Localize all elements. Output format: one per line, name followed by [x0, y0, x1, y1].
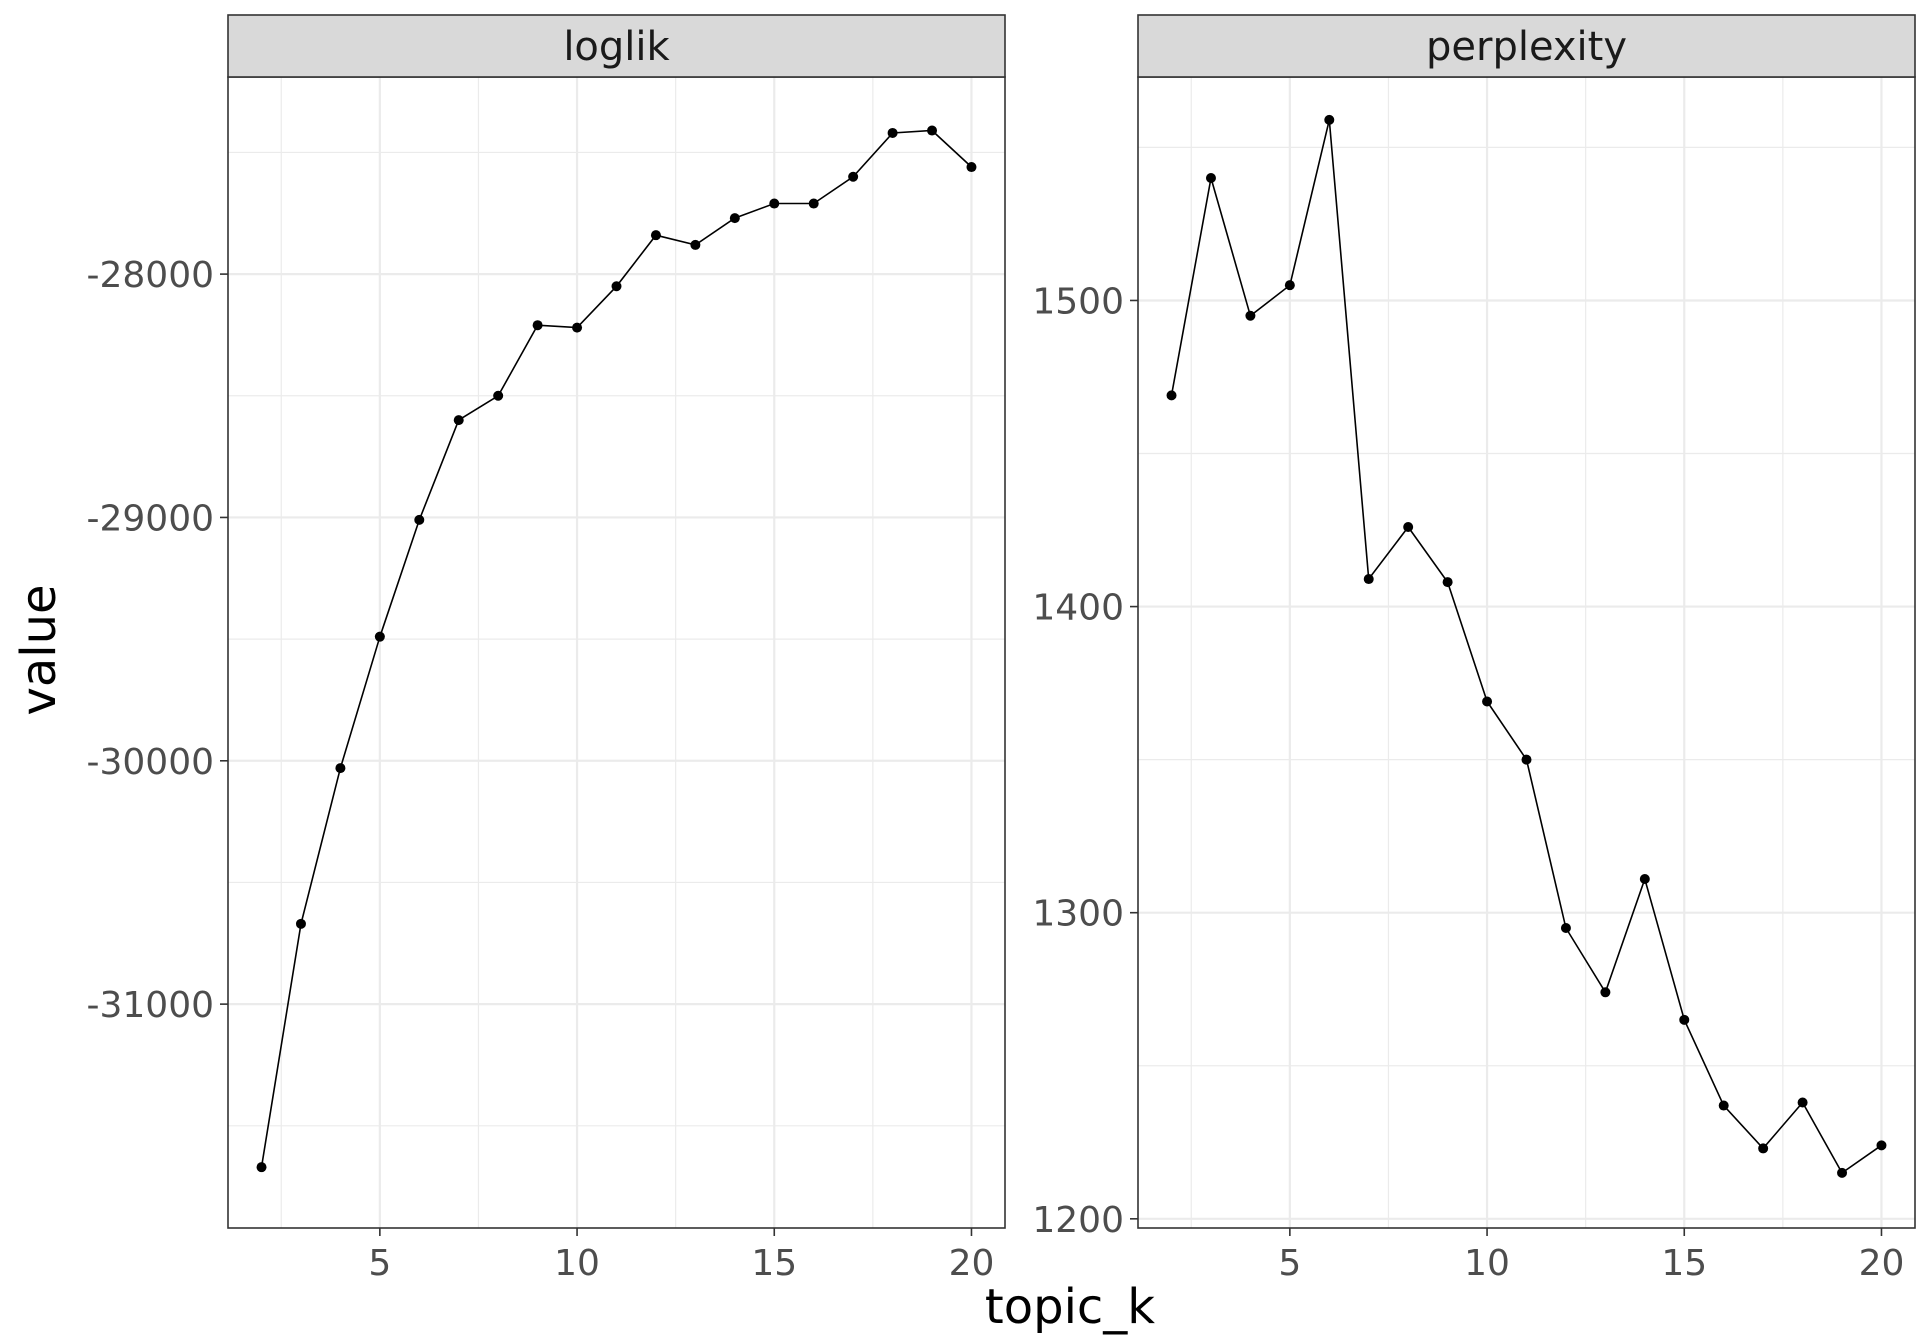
panel-loglik-point-17 — [848, 171, 859, 182]
panel-perplexity-background — [1138, 77, 1915, 1228]
panel-loglik-y-tick-label-3: -31000 — [86, 985, 214, 1026]
panel-perplexity-strip-label: perplexity — [1426, 24, 1627, 70]
panel-loglik-point-4 — [335, 763, 346, 774]
panel-perplexity-point-16 — [1718, 1100, 1729, 1111]
panel-perplexity-point-9 — [1442, 577, 1453, 588]
panel-loglik: loglik 5 10 15 20 -28000 -29000 -30000 -31000 — [86, 14, 1006, 1284]
panel-loglik-background — [228, 77, 1005, 1228]
y-axis-title: value — [11, 584, 67, 715]
panel-loglik-point-19 — [927, 125, 938, 136]
panel-perplexity-point-14 — [1639, 874, 1650, 885]
panel-loglik-point-10 — [572, 322, 583, 333]
panel-loglik-point-6 — [414, 514, 425, 525]
panel-loglik-point-16 — [808, 198, 819, 209]
panel-perplexity-point-5 — [1284, 280, 1295, 291]
panel-loglik-point-9 — [532, 320, 543, 331]
panel-perplexity-point-8 — [1403, 521, 1414, 532]
panel-loglik-x-tick-label-1: 10 — [554, 1243, 600, 1284]
panel-perplexity-point-19 — [1837, 1167, 1848, 1178]
panel-perplexity-point-20 — [1876, 1140, 1887, 1151]
panel-loglik-x-tick-label-2: 15 — [751, 1243, 797, 1284]
panel-perplexity-point-10 — [1482, 696, 1493, 707]
panel-loglik-point-2 — [256, 1162, 267, 1173]
panel-loglik-x-tick-label-3: 20 — [949, 1243, 995, 1284]
panels-layer: loglik 5 10 15 20 -28000 -29000 -30000 -31000 per… — [86, 14, 1916, 1284]
panel-perplexity-y-tick-label-1: 1300 — [1032, 894, 1124, 935]
panel-perplexity-point-7 — [1363, 574, 1374, 585]
panel-loglik-point-7 — [453, 415, 464, 426]
panel-loglik-strip — [227, 14, 1006, 78]
panel-loglik-y-tick-label-0: -28000 — [86, 255, 214, 296]
panel-perplexity-x-tick-label-3: 20 — [1859, 1243, 1905, 1284]
panel-perplexity-point-15 — [1679, 1014, 1690, 1025]
panel-loglik-y-tick-label-1: -29000 — [86, 498, 214, 539]
panel-perplexity-point-18 — [1797, 1097, 1808, 1108]
panel-perplexity-x-tick-label-2: 15 — [1661, 1243, 1707, 1284]
panel-loglik-point-11 — [611, 281, 622, 292]
panel-perplexity-x-tick-label-0: 5 — [1278, 1243, 1301, 1284]
x-axis-title: topic_k — [985, 1279, 1155, 1335]
panel-loglik-point-18 — [887, 127, 898, 138]
panel-loglik-point-3 — [295, 918, 306, 929]
panel-loglik-y-tick-label-2: -30000 — [86, 742, 214, 783]
panel-loglik-point-5 — [374, 631, 385, 642]
panel-perplexity-point-6 — [1324, 114, 1335, 125]
panel-loglik-x-tick-label-0: 5 — [368, 1243, 391, 1284]
panel-perplexity-point-13 — [1600, 987, 1611, 998]
panel-perplexity-point-3 — [1205, 173, 1216, 184]
panel-perplexity-point-17 — [1758, 1143, 1769, 1154]
panel-loglik-point-13 — [690, 239, 701, 250]
panel-loglik-point-20 — [966, 162, 977, 173]
panel-loglik-point-15 — [769, 198, 780, 209]
panel-perplexity-y-tick-label-2: 1400 — [1032, 588, 1124, 629]
panel-perplexity-point-11 — [1521, 754, 1532, 765]
panel-perplexity: perplexity 5 10 15 20 1200 1300 1400 1500 — [1032, 14, 1916, 1284]
panel-loglik-point-12 — [650, 230, 661, 241]
panel-perplexity-y-tick-label-3: 1500 — [1032, 281, 1124, 322]
panel-loglik-point-14 — [729, 213, 740, 224]
panel-perplexity-strip — [1137, 14, 1916, 78]
panel-perplexity-point-12 — [1560, 923, 1571, 934]
panel-perplexity-x-tick-label-1: 10 — [1464, 1243, 1510, 1284]
panel-perplexity-point-2 — [1166, 390, 1177, 401]
panel-loglik-strip-label: loglik — [563, 24, 670, 70]
panel-perplexity-y-tick-label-0: 1200 — [1032, 1200, 1124, 1241]
panel-perplexity-point-4 — [1245, 310, 1256, 321]
panel-loglik-point-8 — [493, 390, 504, 401]
